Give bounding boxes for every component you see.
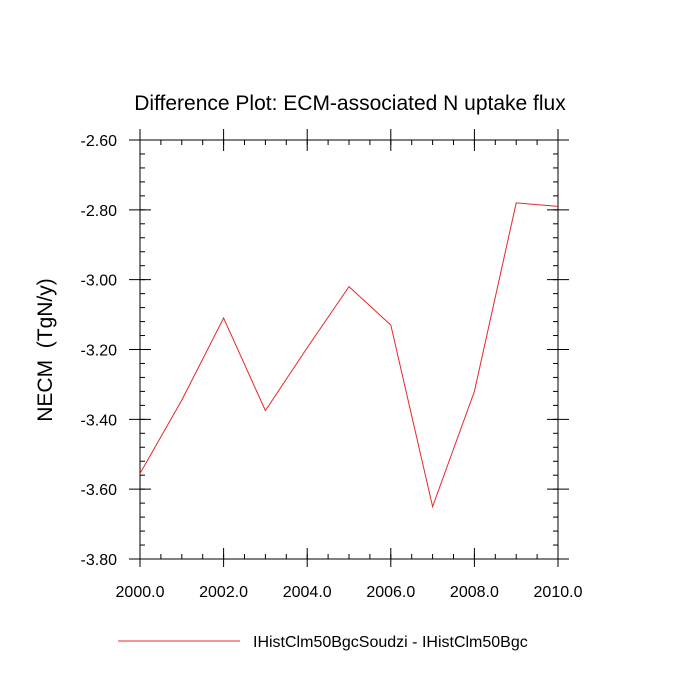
x-axis-tick-labels: 2000.0 2002.0 2004.0 2006.0 2008.0 2010.0: [116, 584, 583, 601]
y-tick-label: -3.00: [81, 273, 118, 290]
y-tick-label: -3.40: [81, 412, 118, 429]
y-axis-tick-labels: -2.60 -2.80 -3.00 -3.20 -3.40 -3.60 -3.80: [81, 133, 118, 569]
x-tick-label: 2000.0: [116, 584, 165, 601]
y-axis-ticks: [129, 139, 569, 560]
y-axis-label: NECM (TgN/y): [34, 278, 57, 422]
y-tick-label: -2.80: [81, 203, 118, 220]
x-tick-label: 2004.0: [283, 584, 332, 601]
x-tick-label: 2008.0: [450, 584, 499, 601]
y-tick-label: -3.20: [81, 343, 118, 360]
x-tick-label: 2010.0: [534, 584, 583, 601]
plot-frame: [139, 139, 559, 560]
y-tick-label: -3.80: [81, 552, 118, 569]
legend-label: IHistClm50BgcSoudzi - IHistClm50Bgc: [253, 634, 528, 651]
x-axis-ticks: [139, 129, 559, 567]
y-tick-label: -3.60: [81, 482, 118, 499]
chart-title: Difference Plot: ECM-associated N uptake…: [134, 92, 566, 115]
x-tick-label: 2006.0: [366, 584, 415, 601]
y-tick-label: -2.60: [81, 133, 118, 150]
series-layer: [139, 202, 559, 509]
legend: IHistClm50BgcSoudzi - IHistClm50Bgc: [118, 634, 528, 651]
x-tick-label: 2002.0: [199, 584, 248, 601]
plot-axes: 2000.0 2002.0 2004.0 2006.0 2008.0 2010.0 -2.…: [81, 129, 583, 601]
series-line: [139, 202, 559, 509]
